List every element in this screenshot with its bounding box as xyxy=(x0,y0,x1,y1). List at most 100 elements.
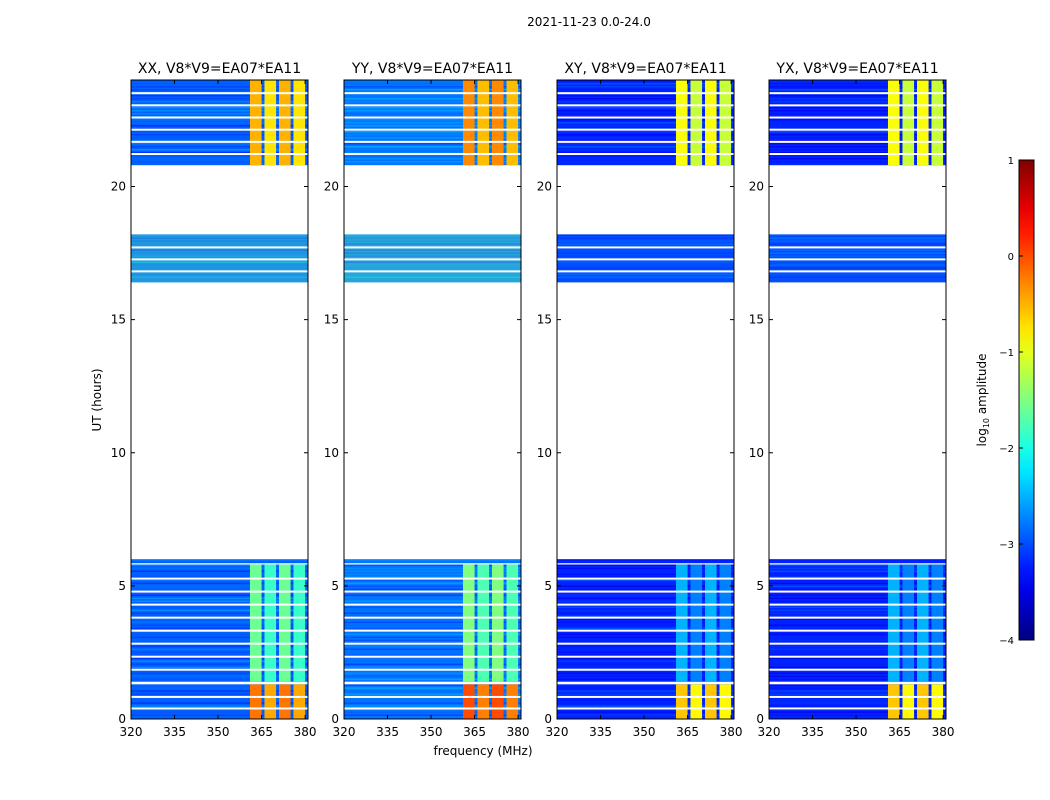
y-tick-label: 10 xyxy=(324,446,339,460)
noise-row xyxy=(557,678,734,681)
noise-row xyxy=(769,663,946,666)
noise-row xyxy=(344,264,521,266)
flagged-row xyxy=(131,616,308,619)
noise-row xyxy=(557,588,734,591)
noise-row xyxy=(344,627,521,630)
noise-row xyxy=(131,137,308,139)
flagged-row xyxy=(769,629,946,632)
noise-row xyxy=(769,702,946,704)
noise-row xyxy=(131,600,308,603)
noise-row xyxy=(557,621,734,624)
noise-row xyxy=(769,573,946,576)
noise-row xyxy=(769,645,946,648)
noise-row xyxy=(344,234,521,236)
flagged-row xyxy=(769,128,946,131)
noise-row xyxy=(344,645,521,648)
noise-row xyxy=(131,255,308,257)
colorbar-tick-label: −2 xyxy=(999,444,1014,455)
noise-row xyxy=(131,264,308,266)
noise-row xyxy=(344,618,521,621)
x-tick-label: 365 xyxy=(250,725,273,739)
flagged-row xyxy=(769,258,946,261)
noise-row xyxy=(769,95,946,97)
noise-row xyxy=(769,636,946,639)
noise-row xyxy=(131,567,308,570)
data-segment xyxy=(131,684,308,719)
noise-row xyxy=(344,612,521,615)
noise-row xyxy=(557,657,734,660)
bright-channel xyxy=(902,684,915,719)
noise-row xyxy=(131,237,308,239)
flagged-row xyxy=(344,590,521,593)
panel-1: XX, V8*V9=EA07*EA11 320 335 350 365 380 0 5 10 15… xyxy=(111,61,317,739)
noise-row xyxy=(131,110,308,112)
noise-row xyxy=(131,657,308,660)
noise-row xyxy=(344,110,521,112)
noise-row xyxy=(769,660,946,663)
noise-row xyxy=(557,243,734,245)
flagged-row xyxy=(344,655,521,658)
noise-row xyxy=(557,579,734,582)
noise-row xyxy=(769,149,946,151)
y-tick-label: 0 xyxy=(331,712,339,726)
noise-row xyxy=(557,612,734,615)
noise-row xyxy=(131,645,308,648)
noise-row xyxy=(557,161,734,163)
noise-row xyxy=(131,234,308,236)
noise-row xyxy=(557,149,734,151)
x-tick-label: 350 xyxy=(207,725,230,739)
noise-row xyxy=(344,639,521,642)
y-tick-label: 20 xyxy=(111,180,126,194)
noise-row xyxy=(344,576,521,579)
flagged-row xyxy=(344,642,521,645)
flagged-row xyxy=(557,642,734,645)
noise-row xyxy=(131,639,308,642)
noise-row xyxy=(344,89,521,91)
noise-row xyxy=(131,606,308,609)
bright-channel xyxy=(719,80,732,166)
noise-row xyxy=(344,83,521,85)
flagged-row xyxy=(557,140,734,143)
noise-row xyxy=(131,627,308,630)
noise-row xyxy=(557,624,734,627)
colorbar-tick-label: −3 xyxy=(999,540,1014,551)
noise-row xyxy=(557,711,734,713)
noise-row xyxy=(769,80,946,82)
noise-row xyxy=(131,113,308,115)
noise-row xyxy=(131,243,308,245)
x-tick-label: 365 xyxy=(676,725,699,739)
noise-row xyxy=(557,134,734,136)
noise-row xyxy=(131,678,308,681)
noise-row xyxy=(131,89,308,91)
noise-row xyxy=(131,155,308,157)
noise-row xyxy=(344,261,521,263)
noise-row xyxy=(344,276,521,278)
bright-channel xyxy=(278,684,291,719)
colorbar-label-sub: 10 xyxy=(982,418,991,428)
y-tick-label: 5 xyxy=(331,579,339,593)
noise-row xyxy=(344,161,521,163)
noise-row xyxy=(769,693,946,695)
x-tick-label: 380 xyxy=(507,725,530,739)
bright-channel xyxy=(249,684,262,719)
noise-row xyxy=(769,690,946,692)
noise-row xyxy=(557,273,734,275)
noise-row xyxy=(557,570,734,573)
noise-row xyxy=(131,693,308,695)
colorbar-tick-label: 1 xyxy=(1008,156,1014,167)
noise-row xyxy=(557,693,734,695)
noise-row xyxy=(557,140,734,142)
flagged-row xyxy=(131,104,308,107)
noise-row xyxy=(769,666,946,669)
noise-row xyxy=(131,612,308,615)
noise-row xyxy=(557,137,734,139)
bright-channel xyxy=(293,684,306,719)
noise-row xyxy=(131,252,308,254)
flagged-row xyxy=(769,153,946,156)
data-segment xyxy=(557,559,734,564)
noise-row xyxy=(131,702,308,704)
noise-row xyxy=(131,158,308,160)
flagged-row xyxy=(769,668,946,671)
noise-row xyxy=(131,621,308,624)
